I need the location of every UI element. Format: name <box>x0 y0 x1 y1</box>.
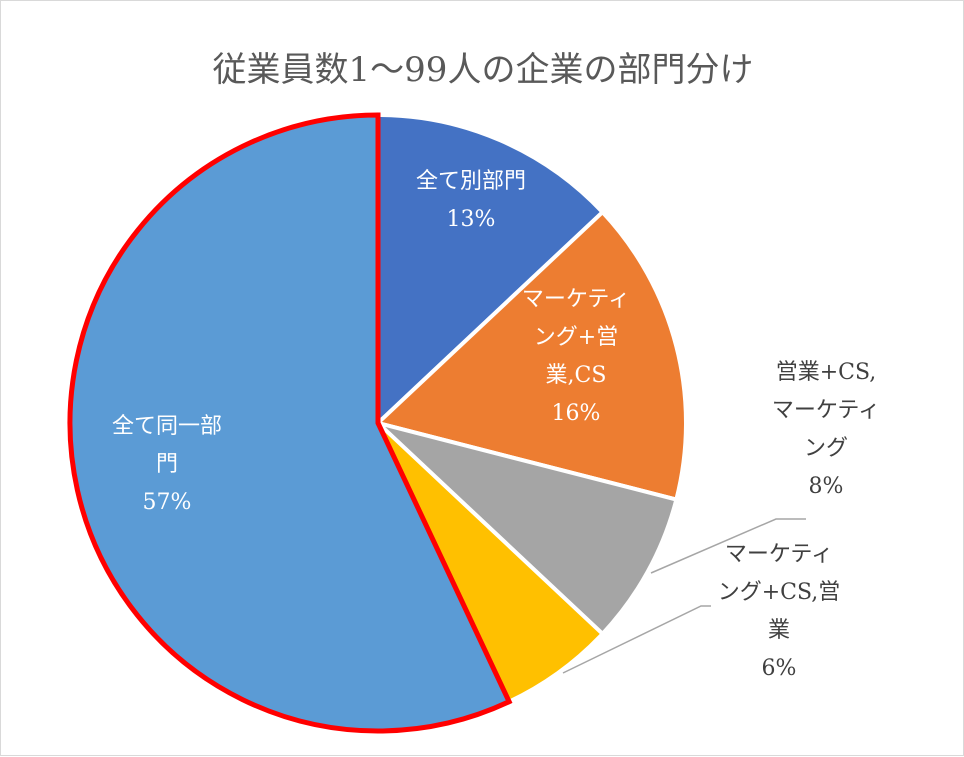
data-label-text: 全て同一部 <box>112 414 222 439</box>
data-label-text: 業,CS <box>546 363 607 388</box>
data-label-text: マーケティ <box>522 287 630 312</box>
data-label-5: 全て同一部門 57% <box>112 414 222 515</box>
data-label-3: 営業+CS, マーケティング 8% <box>772 360 880 499</box>
data-label-1: 全て別部門 13% <box>416 169 526 232</box>
data-label-4: マーケティング+CS,営業 6% <box>718 542 841 681</box>
leader-lines <box>562 518 806 674</box>
leader-line-3 <box>650 518 806 574</box>
pie-slice-1 <box>376 112 606 428</box>
data-label-value: 6% <box>762 656 797 681</box>
data-label-text: 業 <box>768 618 790 643</box>
data-label-value: 13% <box>447 207 496 232</box>
data-label-text: マーケティ <box>725 542 833 567</box>
leader-line-4 <box>562 605 711 674</box>
pie-slice-2 <box>373 209 688 503</box>
pie-slices <box>67 112 688 734</box>
data-label-text: 全て別部門 <box>416 169 526 194</box>
pie-slice-3 <box>376 421 679 637</box>
data-label-value: 8% <box>809 474 844 499</box>
data-label-text: ング+CS,営 <box>718 580 841 605</box>
data-labels: 全て別部門 13%マーケティング+営業,CS 16%営業+CS,マーケティング 8%マ… <box>112 169 880 681</box>
chart-title: 従業員数1～99人の企業の部門分け <box>213 50 754 90</box>
data-label-2: マーケティング+営業,CS 16% <box>522 287 630 426</box>
data-label-text: ング+営 <box>534 325 618 350</box>
data-label-text: 営業+CS, <box>776 360 877 385</box>
data-label-value: 16% <box>552 401 601 426</box>
data-label-text: 門 <box>156 452 178 477</box>
data-label-text: ング <box>804 436 848 461</box>
data-label-text: マーケティ <box>772 398 880 423</box>
pie-slice-5 <box>67 112 513 734</box>
data-label-value: 57% <box>143 490 192 515</box>
